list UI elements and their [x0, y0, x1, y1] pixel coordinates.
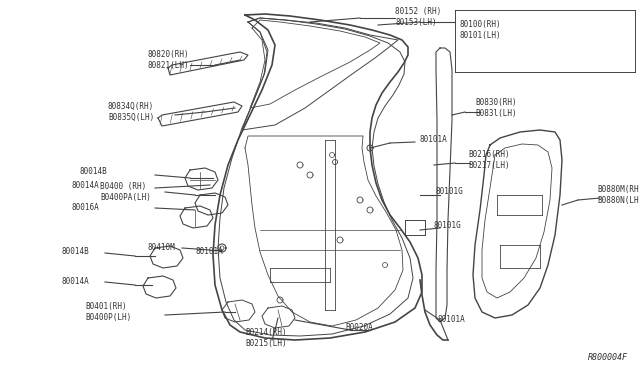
Text: 80410M: 80410M — [148, 244, 176, 253]
Text: R800004F: R800004F — [588, 353, 628, 362]
Text: 80014A: 80014A — [62, 278, 90, 286]
Text: 80016A: 80016A — [72, 203, 100, 212]
Text: B0216(RH)
B0217(LH): B0216(RH) B0217(LH) — [468, 150, 509, 170]
Text: 80100(RH)
80101(LH): 80100(RH) 80101(LH) — [460, 20, 502, 40]
Text: B0400 (RH)
B0400PA(LH): B0400 (RH) B0400PA(LH) — [100, 182, 151, 202]
Text: B0214(RH)
B0215(LH): B0214(RH) B0215(LH) — [245, 328, 287, 348]
Text: 80834Q(RH)
B0835Q(LH): 80834Q(RH) B0835Q(LH) — [108, 102, 154, 122]
Text: 80152 (RH)
80153(LH): 80152 (RH) 80153(LH) — [395, 7, 441, 27]
Text: 80820(RH)
80821(LH): 80820(RH) 80821(LH) — [148, 50, 189, 70]
Text: 80014B: 80014B — [62, 247, 90, 257]
Text: 80101G: 80101G — [433, 221, 461, 231]
Text: 80101A: 80101A — [196, 247, 224, 257]
Text: 80101G: 80101G — [435, 187, 463, 196]
Text: B0880M(RH)
B0880N(LH): B0880M(RH) B0880N(LH) — [597, 185, 640, 205]
Text: 80101A: 80101A — [437, 315, 465, 324]
Text: B0401(RH)
B0400P(LH): B0401(RH) B0400P(LH) — [85, 302, 131, 322]
Text: B0020A: B0020A — [345, 324, 372, 333]
Text: 80014A: 80014A — [72, 180, 100, 189]
Text: B0830(RH)
B083l(LH): B0830(RH) B083l(LH) — [475, 98, 516, 118]
Text: 80014B: 80014B — [80, 167, 108, 176]
Text: 80101A: 80101A — [420, 135, 448, 144]
